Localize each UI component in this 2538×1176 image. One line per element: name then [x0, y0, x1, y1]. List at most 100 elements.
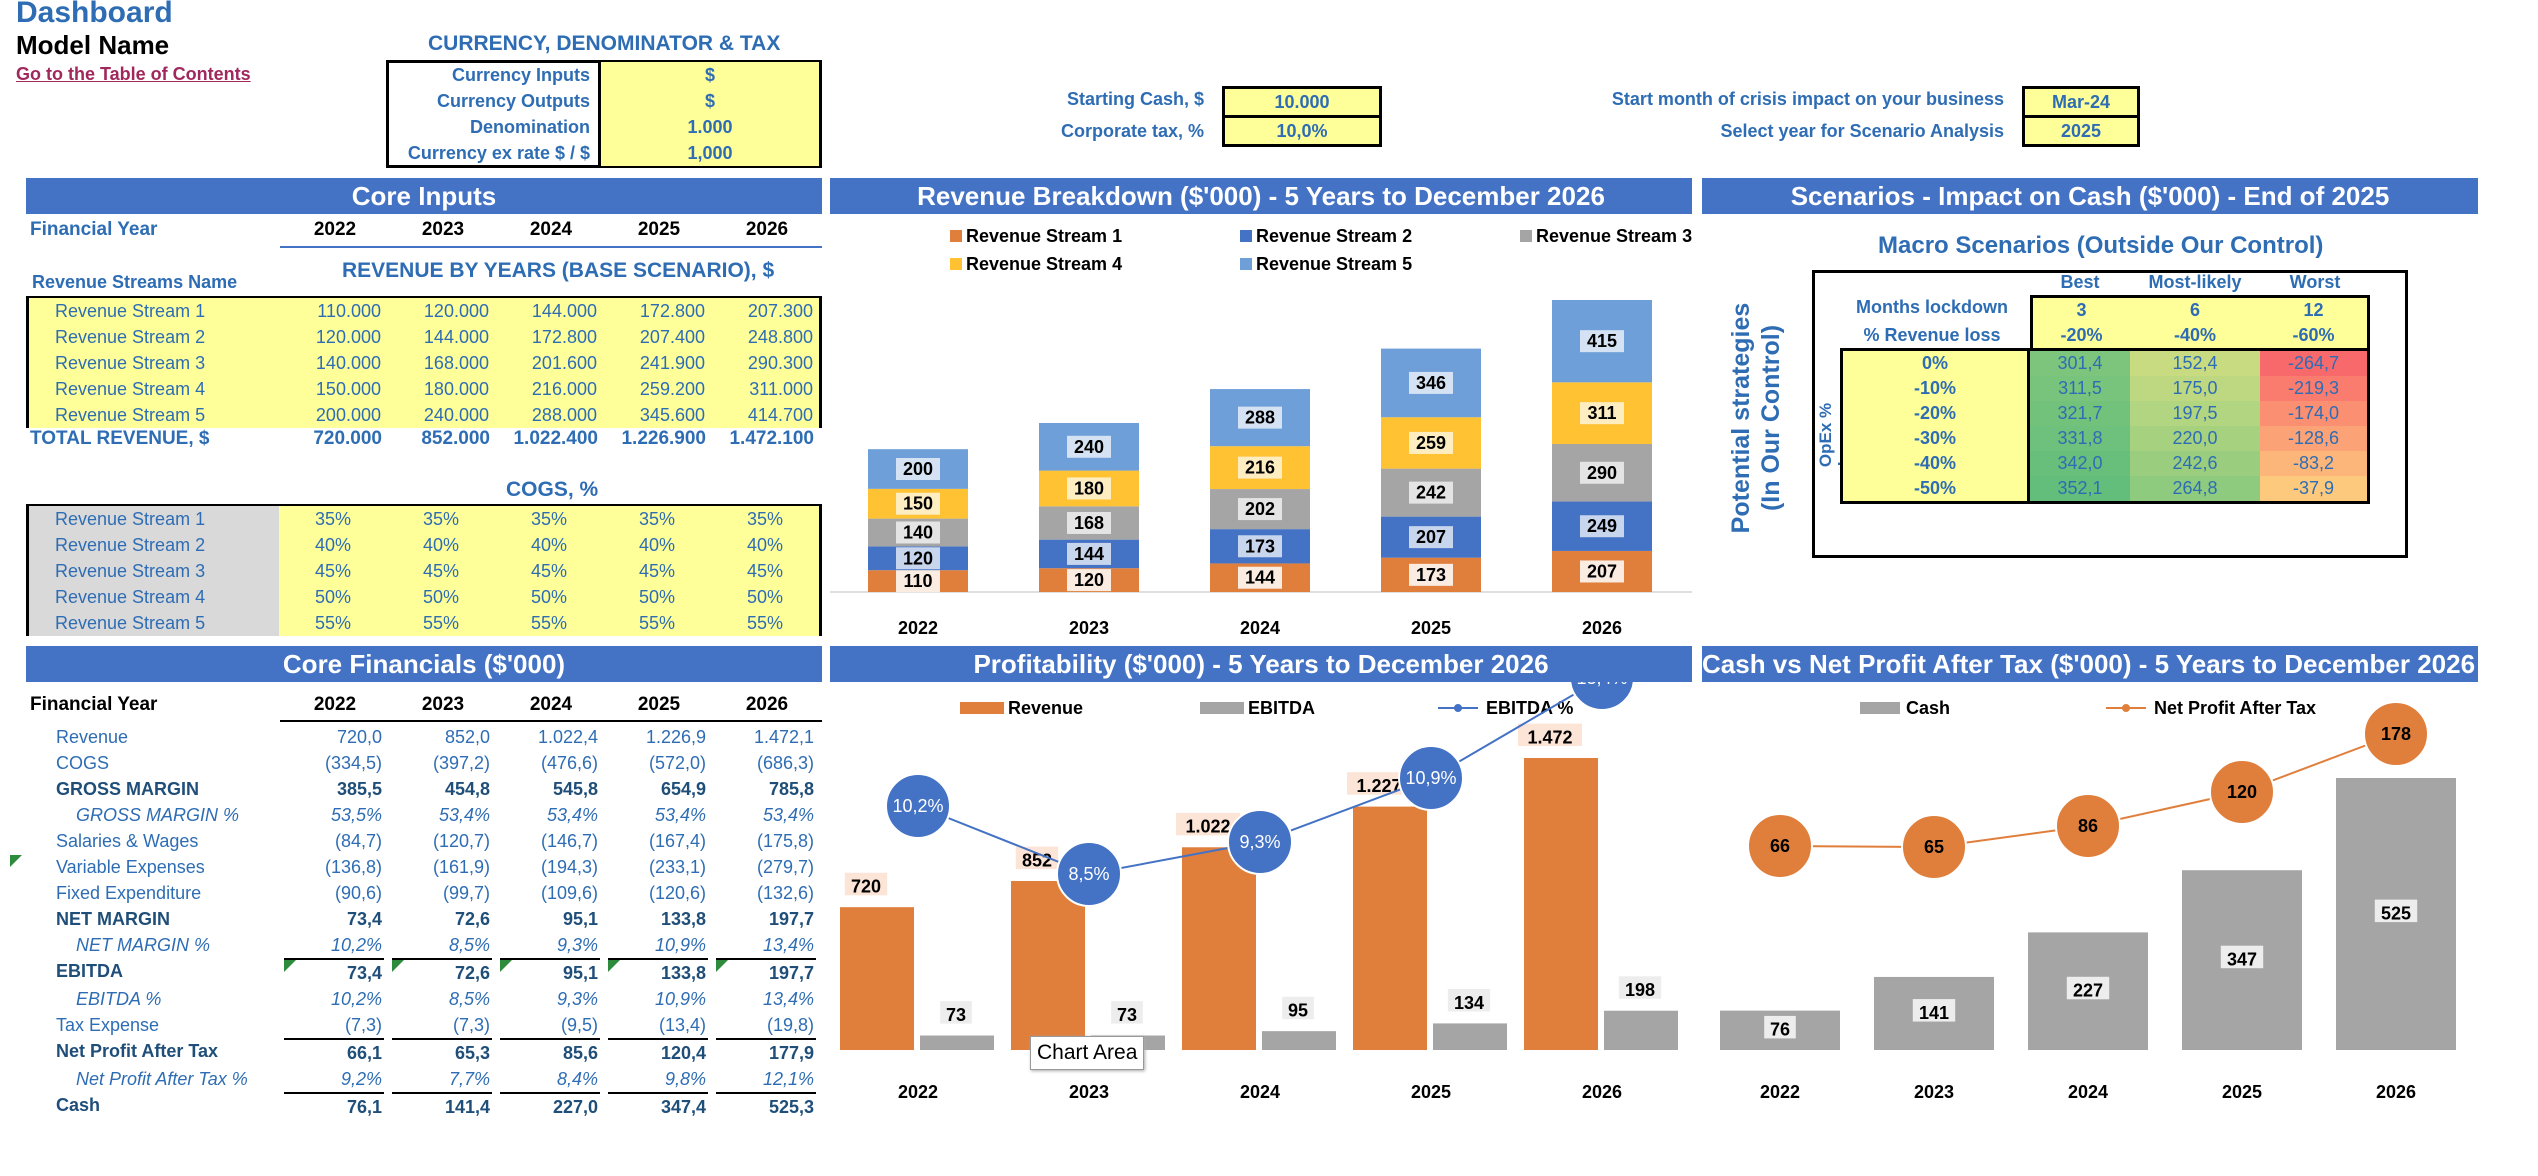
financial-value: (7,3)	[452, 1015, 490, 1035]
opex-decrease-value: -10%	[1840, 376, 2030, 401]
financial-row-label: Fixed Expenditure	[56, 883, 202, 903]
data-label-bg	[1067, 542, 1111, 565]
months-value: 6	[2130, 295, 2260, 323]
financial-value: 10,2%	[330, 935, 382, 955]
financial-value: 10,2%	[330, 989, 382, 1009]
cogs-value: 35%	[711, 506, 819, 532]
comment-marker	[500, 960, 512, 972]
revenue-value: 120.000	[387, 298, 495, 324]
net-profit-label: 65	[1924, 837, 1944, 857]
financial-value: 1.226,9	[645, 727, 706, 747]
net-profit-label: 120	[2227, 782, 2257, 802]
scenario-cash-value: -128,6	[2260, 426, 2370, 451]
data-label-bg	[1580, 330, 1624, 353]
revenue-bar	[1524, 758, 1598, 1050]
revenue-value: 120.000	[279, 324, 387, 350]
cogs-value: 55%	[387, 610, 495, 636]
cogs-value: 35%	[279, 506, 387, 532]
revenue-stream-name: Revenue Stream 1	[29, 298, 279, 324]
cash-label-bg	[1912, 999, 1956, 1022]
cogs-value: 55%	[603, 610, 711, 636]
data-label-bg	[1580, 515, 1624, 538]
scenario-col-header: Best	[2060, 272, 2100, 292]
cash-label: 76	[1770, 1020, 1790, 1040]
data-label: 144	[1245, 568, 1275, 588]
financial-value: 347,4	[608, 1092, 708, 1120]
financial-value: 1.472,1	[753, 727, 814, 747]
financial-value: 53,4%	[762, 805, 814, 825]
legend-label: Net Profit After Tax	[2154, 698, 2316, 718]
cogs-value: 50%	[387, 584, 495, 610]
data-label: 173	[1416, 565, 1446, 585]
revenue-breakdown-band: Revenue Breakdown ($'000) - 5 Years to D…	[830, 178, 1692, 214]
year-header: 2024	[529, 694, 573, 715]
comment-marker	[392, 960, 404, 972]
data-label-bg	[896, 521, 940, 544]
ebitda-pct-label: 9,3%	[1239, 832, 1280, 852]
comment-marker	[608, 960, 620, 972]
revloss-value: -40%	[2130, 323, 2260, 348]
months-label: Months lockdown	[1856, 297, 2008, 317]
scenario-cash-value: 152,4	[2130, 348, 2260, 376]
financial-value: 227,0	[500, 1092, 600, 1120]
scenario-cash-value: 197,5	[2130, 401, 2260, 426]
financial-value: 53,5%	[330, 805, 382, 825]
financial-value: (167,4)	[648, 831, 706, 851]
ebitda-pct-marker	[1569, 682, 1635, 711]
data-label-bg	[896, 458, 940, 481]
toc-link[interactable]: Go to the Table of Contents	[16, 64, 251, 84]
financial-value: 141,4	[392, 1092, 492, 1120]
scenario-blank	[1840, 270, 2030, 295]
financial-value: (13,4)	[658, 1015, 706, 1035]
x-tick-label: 2023	[1914, 1082, 1954, 1102]
cash-vs-profit-chart[interactable]: Cash Net Profit After Tax 76 2022 141 2023 227…	[1702, 682, 2478, 1176]
cogs-stream-name: Revenue Stream 1	[29, 506, 279, 532]
data-label-bg	[1067, 477, 1111, 500]
chart-area-tooltip: Chart Area	[1030, 1036, 1145, 1070]
financial-value: 66,1	[284, 1038, 384, 1066]
financial-value: 454,8	[444, 779, 490, 799]
financial-value: (120,6)	[648, 883, 706, 903]
x-tick-label: 2025	[1411, 1082, 1451, 1102]
core-inputs-band: Core Inputs	[26, 178, 822, 214]
total-revenue-value: 1.226.900	[621, 428, 706, 449]
financial-value: 1.022,4	[537, 727, 598, 747]
legend-label: Revenue	[1008, 698, 1083, 718]
financial-value: 9,8%	[664, 1069, 706, 1089]
profitability-chart[interactable]: Revenue EBITDA EBITDA %7207320228527320231…	[830, 682, 1692, 1176]
data-label: 180	[1074, 478, 1104, 498]
financial-row-label: GROSS MARGIN	[56, 779, 200, 799]
cogs-value: 50%	[711, 584, 819, 610]
currency-value: 1.000	[601, 114, 819, 140]
revenue-label: 1.227	[1356, 776, 1401, 796]
financial-value: (686,3)	[756, 753, 814, 773]
data-label: 242	[1416, 483, 1446, 503]
revenue-breakdown-chart[interactable]: Revenue Stream 1 Revenue Stream 2 Revenue …	[830, 214, 1692, 646]
cogs-value: 35%	[387, 506, 495, 532]
x-tick-label: 2022	[1760, 1082, 1800, 1102]
financial-row-label: Variable Expenses	[56, 857, 205, 877]
scenario-cash-value: 352,1	[2030, 476, 2130, 504]
data-label-bg	[1067, 511, 1111, 534]
financial-value: 8,4%	[556, 1069, 598, 1089]
scenario-col-header: Most-likely	[2148, 272, 2242, 292]
data-label: 216	[1245, 458, 1275, 478]
revenue-value: 241.900	[603, 350, 711, 376]
financial-value: (476,6)	[540, 753, 598, 773]
revenue-value: 201.600	[495, 350, 603, 376]
data-label: 288	[1245, 408, 1275, 428]
data-label-bg	[1409, 526, 1453, 549]
comment-marker	[284, 960, 296, 972]
revloss-value: -60%	[2260, 323, 2370, 348]
cogs-value: 50%	[495, 584, 603, 610]
ebitda-pct-label: 13,4%	[1576, 682, 1627, 688]
comment-marker	[10, 855, 22, 867]
ebitda-label: 95	[1288, 1001, 1308, 1021]
revenue-bar	[1011, 880, 1085, 1050]
financial-row-label: EBITDA %	[76, 989, 162, 1009]
revenue-label-bg	[844, 872, 888, 896]
ebitda-label-bg	[1282, 996, 1314, 1020]
revenue-value: 290.300	[711, 350, 819, 376]
cogs-title: COGS, %	[506, 478, 599, 501]
year-header: 2023	[421, 219, 465, 240]
